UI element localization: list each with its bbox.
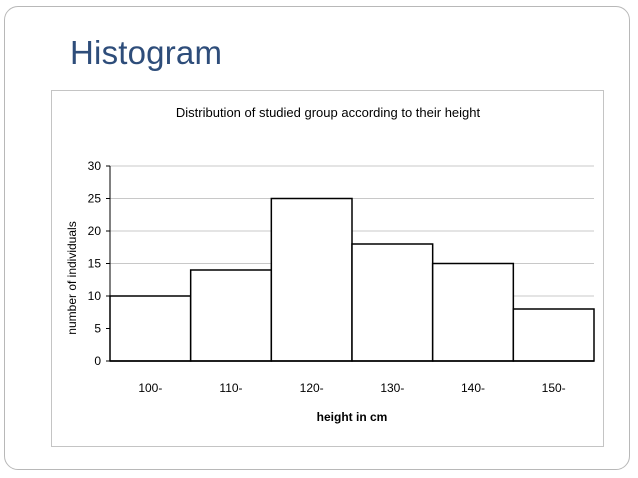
- slide-title: Histogram: [70, 34, 223, 71]
- bar-140-: [431, 262, 515, 362]
- x-tick-label: 120-: [300, 381, 324, 395]
- bar-120-: [270, 197, 353, 362]
- bar-130-: [351, 243, 434, 362]
- x-axis-label: height in cm: [317, 410, 388, 424]
- y-tick-label: 15: [88, 257, 102, 271]
- x-tick-label: 100-: [138, 381, 162, 395]
- x-tick-label: 110-: [219, 381, 242, 395]
- x-tick-label: 130-: [380, 381, 404, 395]
- bar-100-: [109, 295, 192, 362]
- y-tick-label: 5: [94, 322, 101, 336]
- y-axis-label: number of individuals: [65, 221, 79, 334]
- x-tick-label: 140-: [461, 381, 485, 395]
- chart-title: Distribution of studied group according …: [176, 105, 481, 120]
- x-tick-label: 150-: [542, 381, 566, 395]
- y-tick-label: 0: [94, 354, 101, 368]
- bar-150-: [512, 308, 595, 362]
- y-tick-label: 30: [88, 159, 102, 173]
- y-tick-label: 25: [88, 192, 102, 206]
- bar-110-: [189, 269, 273, 362]
- y-tick-label: 20: [88, 224, 102, 238]
- y-tick-label: 10: [88, 289, 102, 303]
